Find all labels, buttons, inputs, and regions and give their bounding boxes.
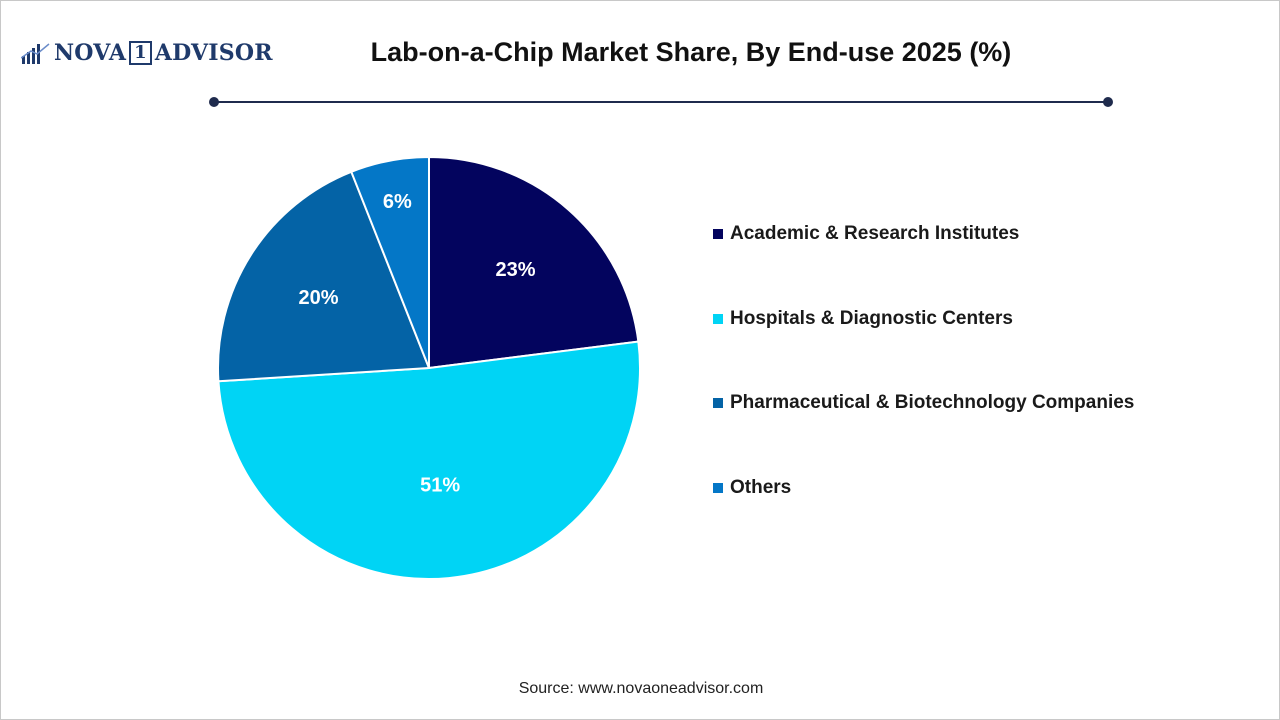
legend-label-0: Academic & Research Institutes (730, 223, 1020, 244)
chart-title: Lab-on-a-Chip Market Share, By End-use 2… (370, 37, 1012, 67)
divider-dot-left (209, 97, 219, 107)
pie-slice-label-2: 20% (299, 287, 339, 309)
pie-slice-label-0: 23% (495, 259, 535, 281)
brand-name-left: NOVA (54, 40, 127, 66)
legend-swatch-0 (713, 229, 723, 239)
title-divider (209, 97, 1113, 107)
pie-chart: 23% 51% 20% 6% (217, 155, 641, 580)
divider-dot-right (1103, 97, 1113, 107)
brand-logo: NOVA 1 ADVISOR (21, 39, 273, 67)
brand-name-right: ADVISOR (154, 40, 273, 66)
pie-slice-label-3: 6% (383, 191, 412, 213)
legend-swatch-3 (713, 482, 723, 493)
legend-swatch-2 (713, 398, 723, 408)
legend-label-1: Hospitals & Diagnostic Centers (730, 307, 1013, 329)
pie-slice-1 (217, 340, 641, 580)
pie-slice-2 (217, 170, 431, 383)
bar-chart-icon (21, 43, 50, 64)
legend-label-2: Pharmaceutical & Biotechnology Companies (730, 392, 1135, 413)
pie-slice-0 (428, 155, 640, 370)
chart-legend: Academic & Research Institutes Hospitals … (713, 219, 1134, 557)
legend-item-1: Hospitals & Diagnostic Centers (713, 304, 1134, 334)
legend-label-3: Others (730, 476, 792, 498)
legend-item-2: Pharmaceutical & Biotechnology Companies (713, 388, 1134, 418)
legend-swatch-1 (713, 313, 723, 324)
brand-name-mid: 1 (129, 41, 152, 65)
pie-slice-3 (350, 155, 430, 369)
pie-slice-label-1: 51% (420, 475, 460, 497)
legend-item-3: Others (713, 473, 1134, 503)
source-note: Source: www.novaoneadvisor.com (518, 680, 764, 697)
legend-item-0: Academic & Research Institutes (713, 219, 1134, 249)
